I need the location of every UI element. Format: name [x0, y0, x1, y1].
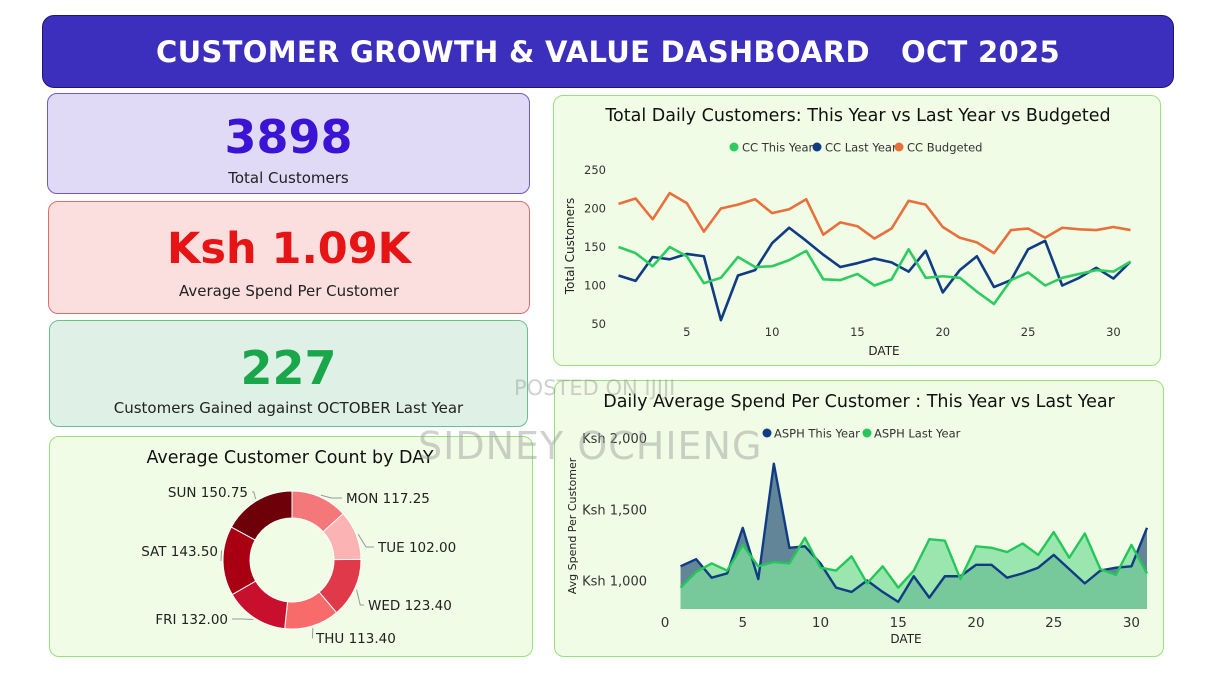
- area-chart-title: Daily Average Spend Per Customer : This …: [603, 392, 1115, 412]
- area-xtick-5: 5: [738, 615, 747, 631]
- kpi-value-average-spend: Ksh 1.09K: [167, 224, 411, 274]
- kpi-label-customers-gained: Customers Gained against OCTOBER Last Ye…: [113, 399, 464, 417]
- donut-label-mon: MON 117.25: [346, 491, 430, 507]
- donut-label-fri: FRI 132.00: [155, 612, 228, 628]
- donut-label-wed: WED 123.40: [368, 598, 452, 614]
- area-ylabel: Avg Spend Per Customer: [566, 457, 579, 594]
- dashboard-header: CUSTOMER GROWTH & VALUE DASHBOARD OCT 20…: [42, 15, 1174, 88]
- donut-chart-title: Average Customer Count by DAY: [146, 448, 433, 468]
- line-legend-label-2: CC Budgeted: [907, 141, 982, 155]
- line-xtick-10: 10: [765, 325, 780, 339]
- line-legend-label-1: CC Last Year: [825, 141, 897, 155]
- line-ytick-200: 200: [584, 202, 606, 216]
- donut-label-tue: TUE 102.00: [377, 540, 456, 556]
- line-ylabel: Total Customers: [563, 198, 577, 295]
- line-xtick-15: 15: [850, 325, 865, 339]
- donut-leader-wed: [356, 589, 364, 606]
- area-xtick-25: 25: [1045, 615, 1062, 631]
- line-ytick-100: 100: [584, 279, 606, 293]
- area-chart: Daily Average Spend Per Customer : This …: [566, 392, 1149, 646]
- area-line-1: [679, 530, 1149, 589]
- donut-label-thu: THU 113.40: [315, 631, 396, 647]
- area-xtick-10: 10: [812, 615, 829, 631]
- watermark-posted: POSTED ON IJIJI: [514, 376, 676, 400]
- line-xlabel: DATE: [868, 344, 899, 358]
- donut-leader-sat: [220, 550, 223, 561]
- donut-chart: Average Customer Count by DAY MON 117.25…: [141, 448, 456, 647]
- kpi-label-average-spend: Average Spend Per Customer: [179, 282, 399, 300]
- area-ytick-1500: Ksh 1,500: [582, 503, 647, 518]
- line-legend-marker-0: [729, 142, 739, 152]
- dashboard-title: CUSTOMER GROWTH & VALUE DASHBOARD OCT 20…: [156, 34, 1060, 69]
- donut-slice-sun: [230, 490, 293, 541]
- kpi-value-customers-gained: 227: [240, 341, 337, 395]
- kpi-card-total-customers: 3898 Total Customers: [47, 93, 530, 194]
- donut-leader-mon: [320, 494, 342, 499]
- area-legend-label-1: ASPH Last Year: [874, 427, 961, 441]
- line-legend-marker-1: [812, 142, 822, 152]
- area-ytick-2000: Ksh 2,000: [582, 432, 647, 447]
- area-xtick-15: 15: [890, 615, 907, 631]
- area-xlabel: DATE: [890, 632, 921, 646]
- line-xtick-20: 20: [935, 325, 950, 339]
- area-xtick-0: 0: [661, 615, 670, 631]
- line-chart-title: Total Daily Customers: This Year vs Last…: [604, 106, 1110, 126]
- area-xtick-30: 30: [1123, 615, 1140, 631]
- donut-leader-thu: [311, 627, 314, 639]
- area-legend-marker-1: [862, 428, 872, 438]
- area-chart-panel: Daily Average Spend Per Customer : This …: [554, 380, 1164, 657]
- line-ytick-250: 250: [584, 163, 606, 177]
- kpi-label-total-customers: Total Customers: [228, 169, 349, 187]
- donut-label-sat: SAT 143.50: [141, 544, 218, 560]
- line-chart-panel: Total Daily Customers: This Year vs Last…: [553, 95, 1161, 366]
- area-legend-marker-0: [762, 428, 772, 438]
- watermark-name: SIDNEY OCHIENG: [418, 424, 763, 468]
- area-line-0: [680, 462, 1149, 604]
- line-xtick-5: 5: [683, 325, 690, 339]
- line-chart: Total Daily Customers: This Year vs Last…: [563, 106, 1132, 358]
- donut-label-sun: SUN 150.75: [168, 485, 248, 501]
- kpi-card-customers-gained: 227 Customers Gained against OCTOBER Las…: [49, 320, 528, 427]
- line-ytick-150: 150: [584, 240, 606, 254]
- line-legend-marker-2: [894, 142, 904, 152]
- area-xtick-20: 20: [967, 615, 984, 631]
- donut-leader-sun: [252, 491, 257, 500]
- line-xtick-30: 30: [1106, 325, 1121, 339]
- line-series-0: [618, 245, 1132, 306]
- donut-leader-fri: [232, 618, 254, 621]
- kpi-card-average-spend: Ksh 1.09K Average Spend Per Customer: [48, 201, 530, 314]
- donut-leader-tue: [357, 533, 374, 548]
- area-ytick-1000: Ksh 1,000: [582, 575, 647, 590]
- area-legend-label-0: ASPH This Year: [774, 427, 860, 441]
- line-legend-label-0: CC This Year: [742, 141, 813, 155]
- line-ytick-50: 50: [591, 317, 606, 331]
- line-series-1: [618, 226, 1132, 322]
- kpi-value-total-customers: 3898: [224, 110, 353, 164]
- donut-chart-panel: Average Customer Count by DAY MON 117.25…: [49, 436, 533, 657]
- line-series-2: [618, 191, 1131, 255]
- line-xtick-25: 25: [1021, 325, 1036, 339]
